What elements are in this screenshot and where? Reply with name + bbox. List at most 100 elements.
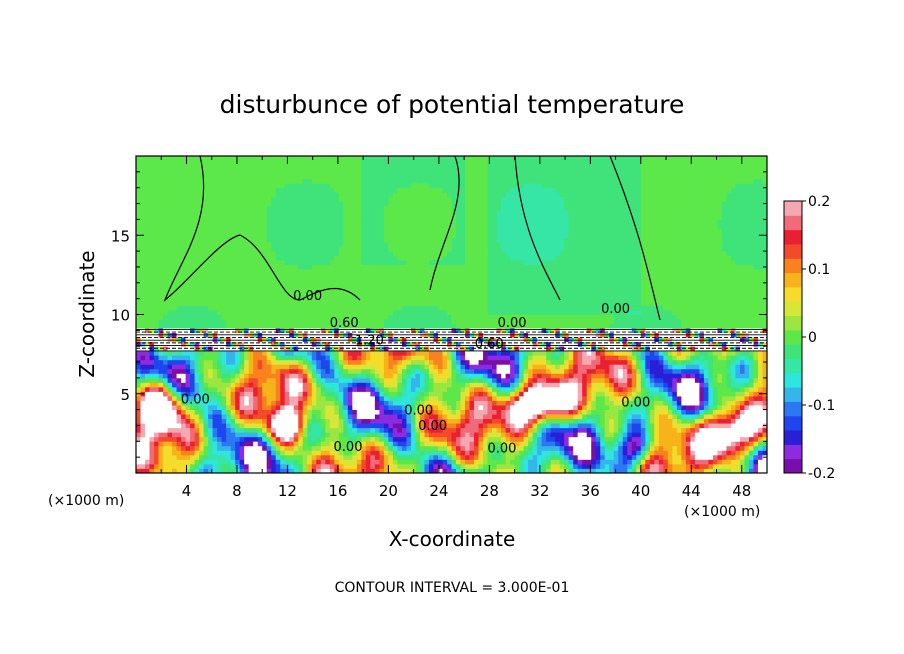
field-cell: [203, 210, 209, 216]
field-cell: [226, 463, 232, 469]
field-cell: [298, 445, 304, 451]
field-cell: [392, 441, 398, 447]
field-cell: [235, 328, 241, 334]
field-cell: [235, 355, 241, 361]
field-cell: [320, 296, 326, 302]
field-cell: [275, 201, 281, 207]
field-cell: [208, 219, 214, 225]
field-cell: [185, 314, 191, 320]
field-cell: [140, 400, 146, 406]
field-cell: [145, 319, 150, 324]
field-cell: [203, 386, 209, 392]
field-cell: [217, 314, 223, 320]
field-cell: [370, 314, 376, 320]
field-cell: [208, 214, 214, 220]
field-cell: [383, 409, 389, 415]
field-cell: [194, 228, 200, 234]
field-cell: [419, 414, 425, 420]
field-cell: [176, 246, 182, 252]
field-cell: [154, 350, 159, 356]
field-cell: [266, 396, 272, 401]
field-cell: [446, 309, 452, 315]
field-cell: [199, 232, 205, 238]
field-cell: [185, 183, 191, 189]
field-cell: [352, 228, 358, 234]
field-cell: [343, 400, 349, 406]
field-cell: [437, 427, 443, 433]
field-cell: [406, 350, 412, 356]
field-cell: [217, 251, 223, 257]
field-cell: [379, 400, 385, 406]
field-cell: [194, 364, 200, 370]
field-cell: [257, 287, 263, 293]
field-cell: [370, 273, 376, 279]
field-cell: [293, 459, 299, 465]
field-cell: [307, 205, 313, 211]
field-cell: [271, 359, 277, 365]
field-cell: [271, 210, 277, 216]
field-cell: [451, 314, 457, 320]
field-cell: [320, 391, 326, 397]
field-cell: [419, 156, 425, 161]
field-cell: [302, 328, 308, 334]
field-cell: [239, 223, 245, 229]
field-cell: [383, 251, 389, 257]
field-cell: [325, 156, 331, 161]
field-cell: [212, 174, 218, 180]
field-cell: [424, 382, 430, 388]
field-cell: [266, 359, 272, 365]
field-cell: [185, 178, 191, 184]
field-cell: [172, 278, 177, 284]
field-cell: [253, 314, 259, 320]
field-cell: [320, 441, 326, 447]
field-cell: [181, 269, 186, 275]
field-cell: [428, 359, 434, 365]
field-cell: [262, 282, 268, 288]
field-cell: [365, 251, 371, 257]
field-cell: [365, 364, 371, 370]
field-cell: [437, 178, 443, 184]
field-cell: [262, 291, 268, 297]
field-cell: [329, 400, 335, 406]
field-cell: [212, 441, 218, 447]
field-cell: [442, 463, 448, 469]
field-cell: [433, 160, 439, 166]
field-cell: [244, 409, 250, 415]
field-cell: [383, 445, 389, 451]
field-cell: [212, 432, 218, 438]
field-cell: [199, 169, 205, 175]
field-cell: [437, 273, 443, 279]
field-cell: [307, 232, 313, 238]
field-cell: [280, 359, 286, 365]
field-cell: [208, 432, 214, 438]
field-cell: [271, 201, 277, 207]
field-cell: [158, 223, 164, 229]
field-cell: [316, 359, 322, 365]
field-cell: [226, 178, 232, 184]
field-cell: [325, 445, 331, 451]
field-cell: [230, 165, 236, 170]
field-cell: [334, 405, 340, 410]
field-cell: [230, 205, 236, 211]
field-cell: [397, 205, 403, 211]
field-cell: [140, 445, 146, 451]
field-cell: [217, 205, 223, 211]
field-cell: [280, 192, 286, 198]
field-cell: [442, 260, 448, 266]
field-cell: [248, 196, 254, 202]
field-cell: [235, 432, 241, 438]
field-cell: [271, 427, 277, 433]
field-cell: [311, 237, 317, 243]
field-cell: [352, 183, 358, 189]
field-cell: [307, 377, 313, 383]
field-cell: [361, 423, 367, 429]
field-cell: [239, 323, 245, 329]
field-cell: [199, 323, 205, 329]
field-cell: [320, 246, 326, 252]
field-cell: [275, 441, 281, 447]
field-cell: [352, 427, 358, 433]
field-cell: [302, 278, 308, 284]
field-cell: [266, 300, 272, 306]
field-cell: [253, 400, 259, 406]
field-cell: [212, 418, 218, 424]
